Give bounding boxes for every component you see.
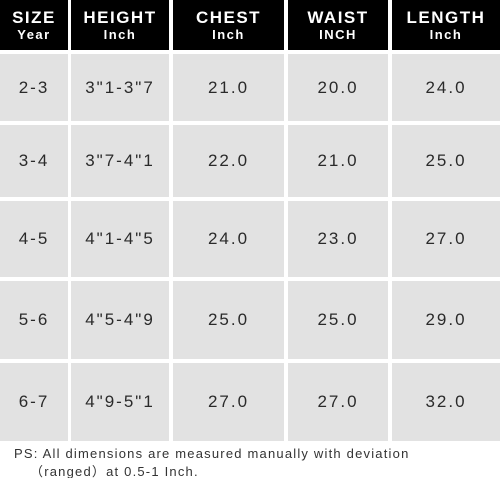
header-title: SIZE (12, 7, 56, 27)
table-cell: 20.0 (288, 54, 388, 121)
header-unit: Inch (429, 26, 463, 42)
table-cell: 4"1-4"5 (71, 201, 169, 277)
table-cell: 27.0 (392, 201, 500, 277)
header-unit: INCH (319, 26, 357, 42)
table-cell: 25.0 (288, 281, 388, 359)
header-title: CHEST (195, 7, 262, 27)
header-cell: WAIST INCH (288, 0, 388, 50)
table-cell: 27.0 (288, 363, 388, 441)
table-cell: 27.0 (173, 363, 284, 441)
header-cell: LENGTH Inch (392, 0, 500, 50)
footnote: PS: All dimensions are measured manually… (14, 446, 410, 461)
header-cell: CHEST Inch (173, 0, 284, 50)
table-cell: 3"1-3"7 (71, 54, 169, 121)
table-cell: 5-6 (0, 281, 68, 359)
table-cell: 3"7-4"1 (71, 125, 169, 197)
table-cell: 24.0 (173, 201, 284, 277)
table-cell: 2-3 (0, 54, 68, 121)
table-cell: 25.0 (173, 281, 284, 359)
table-cell: 4-5 (0, 201, 68, 277)
footnote: （ranged）at 0.5-1 Inch. (30, 464, 199, 478)
table-cell: 21.0 (288, 125, 388, 197)
table-cell: 3-4 (0, 125, 68, 197)
table-cell: 21.0 (173, 54, 284, 121)
table-cell: 6-7 (0, 363, 68, 441)
header-cell: HEIGHT Inch (71, 0, 169, 50)
header-title: WAIST (307, 7, 369, 27)
table-cell: 22.0 (173, 125, 284, 197)
header-unit: Year (17, 26, 51, 42)
header-unit: Inch (212, 26, 245, 42)
header-title: HEIGHT (83, 7, 157, 27)
table-cell: 29.0 (392, 281, 500, 359)
table-cell: 32.0 (392, 363, 500, 441)
table-cell: 4"9-5"1 (71, 363, 169, 441)
header-unit: Inch (103, 26, 137, 42)
table-cell: 4"5-4"9 (71, 281, 169, 359)
table-cell: 25.0 (392, 125, 500, 197)
table-cell: 23.0 (288, 201, 388, 277)
header-title: LENGTH (406, 7, 486, 27)
header-cell: SIZE Year (0, 0, 68, 50)
table-cell: 24.0 (392, 54, 500, 121)
